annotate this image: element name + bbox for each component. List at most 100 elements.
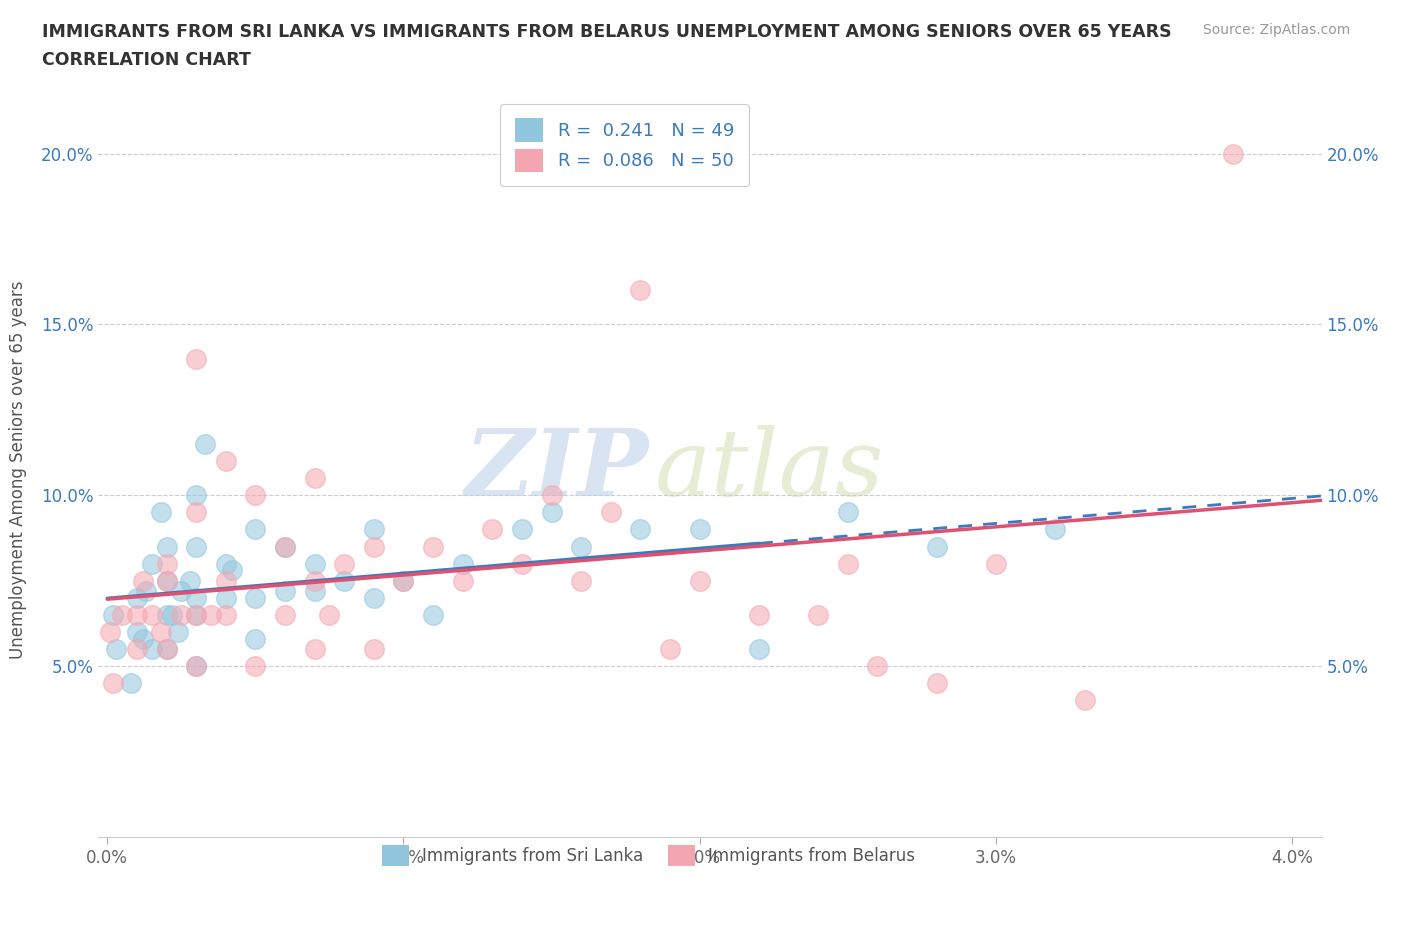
Point: [363, 642, 385, 657]
Point: [170, 583, 193, 598]
Point: [111, 607, 134, 622]
Point: [215, 607, 238, 622]
Point: [245, 522, 267, 537]
Point: [103, 676, 125, 691]
Point: [422, 539, 444, 554]
Point: [628, 522, 651, 537]
Point: [274, 607, 297, 622]
Point: [155, 607, 177, 622]
Point: [363, 522, 385, 537]
Point: [215, 573, 238, 588]
Point: [304, 642, 326, 657]
Point: [569, 539, 592, 554]
Point: [186, 352, 208, 366]
Point: [245, 631, 267, 646]
Point: [304, 556, 326, 571]
Point: [866, 658, 889, 673]
Point: [120, 676, 142, 691]
Point: [215, 591, 238, 605]
Point: [392, 573, 415, 588]
Point: [333, 573, 356, 588]
Point: [186, 505, 208, 520]
Point: [162, 607, 184, 622]
Point: [155, 642, 177, 657]
Point: [125, 642, 148, 657]
Point: [186, 658, 208, 673]
Point: [179, 573, 201, 588]
Point: [98, 625, 121, 640]
Point: [170, 607, 193, 622]
Point: [628, 283, 651, 298]
Point: [837, 556, 859, 571]
Point: [105, 642, 128, 657]
Point: [540, 488, 562, 503]
Point: [186, 591, 208, 605]
Point: [186, 488, 208, 503]
Point: [125, 607, 148, 622]
Point: [274, 539, 297, 554]
Point: [540, 505, 562, 520]
Point: [333, 556, 356, 571]
Point: [659, 642, 682, 657]
Point: [125, 625, 148, 640]
Text: atlas: atlas: [655, 425, 884, 514]
Point: [748, 607, 770, 622]
Point: [925, 676, 948, 691]
Point: [1043, 522, 1066, 537]
Point: [689, 522, 711, 537]
Point: [155, 642, 177, 657]
Point: [245, 591, 267, 605]
Point: [807, 607, 830, 622]
Point: [304, 471, 326, 485]
Point: [304, 583, 326, 598]
Point: [422, 607, 444, 622]
Point: [155, 556, 177, 571]
Point: [599, 505, 621, 520]
Point: [221, 563, 243, 578]
Point: [363, 539, 385, 554]
Y-axis label: Unemployment Among Seniors over 65 years: Unemployment Among Seniors over 65 years: [10, 281, 27, 658]
Point: [132, 631, 155, 646]
Point: [132, 573, 155, 588]
Point: [186, 539, 208, 554]
Text: Source: ZipAtlas.com: Source: ZipAtlas.com: [1202, 23, 1350, 37]
Point: [1073, 693, 1095, 708]
Point: [984, 556, 1007, 571]
Point: [274, 583, 297, 598]
Point: [186, 607, 208, 622]
Point: [451, 556, 474, 571]
Point: [925, 539, 948, 554]
Point: [125, 591, 148, 605]
Point: [274, 539, 297, 554]
Point: [186, 607, 208, 622]
Point: [569, 573, 592, 588]
Point: [481, 522, 503, 537]
Point: [141, 607, 163, 622]
Point: [141, 642, 163, 657]
Point: [510, 556, 533, 571]
Point: [103, 607, 125, 622]
Text: IMMIGRANTS FROM SRI LANKA VS IMMIGRANTS FROM BELARUS UNEMPLOYMENT AMONG SENIORS : IMMIGRANTS FROM SRI LANKA VS IMMIGRANTS …: [42, 23, 1171, 41]
Point: [135, 583, 157, 598]
Point: [689, 573, 711, 588]
Point: [245, 658, 267, 673]
Point: [167, 625, 190, 640]
Point: [245, 488, 267, 503]
Point: [155, 573, 177, 588]
Point: [141, 556, 163, 571]
Point: [149, 625, 172, 640]
Point: [748, 642, 770, 657]
Point: [451, 573, 474, 588]
Legend: Immigrants from Sri Lanka, Immigrants from Belarus: Immigrants from Sri Lanka, Immigrants fr…: [375, 838, 922, 872]
Text: ZIP: ZIP: [464, 425, 648, 514]
Point: [392, 573, 415, 588]
Point: [318, 607, 340, 622]
Point: [1222, 146, 1244, 161]
Point: [186, 658, 208, 673]
Point: [149, 505, 172, 520]
Point: [510, 522, 533, 537]
Point: [304, 573, 326, 588]
Point: [837, 505, 859, 520]
Point: [194, 436, 217, 451]
Text: CORRELATION CHART: CORRELATION CHART: [42, 51, 252, 69]
